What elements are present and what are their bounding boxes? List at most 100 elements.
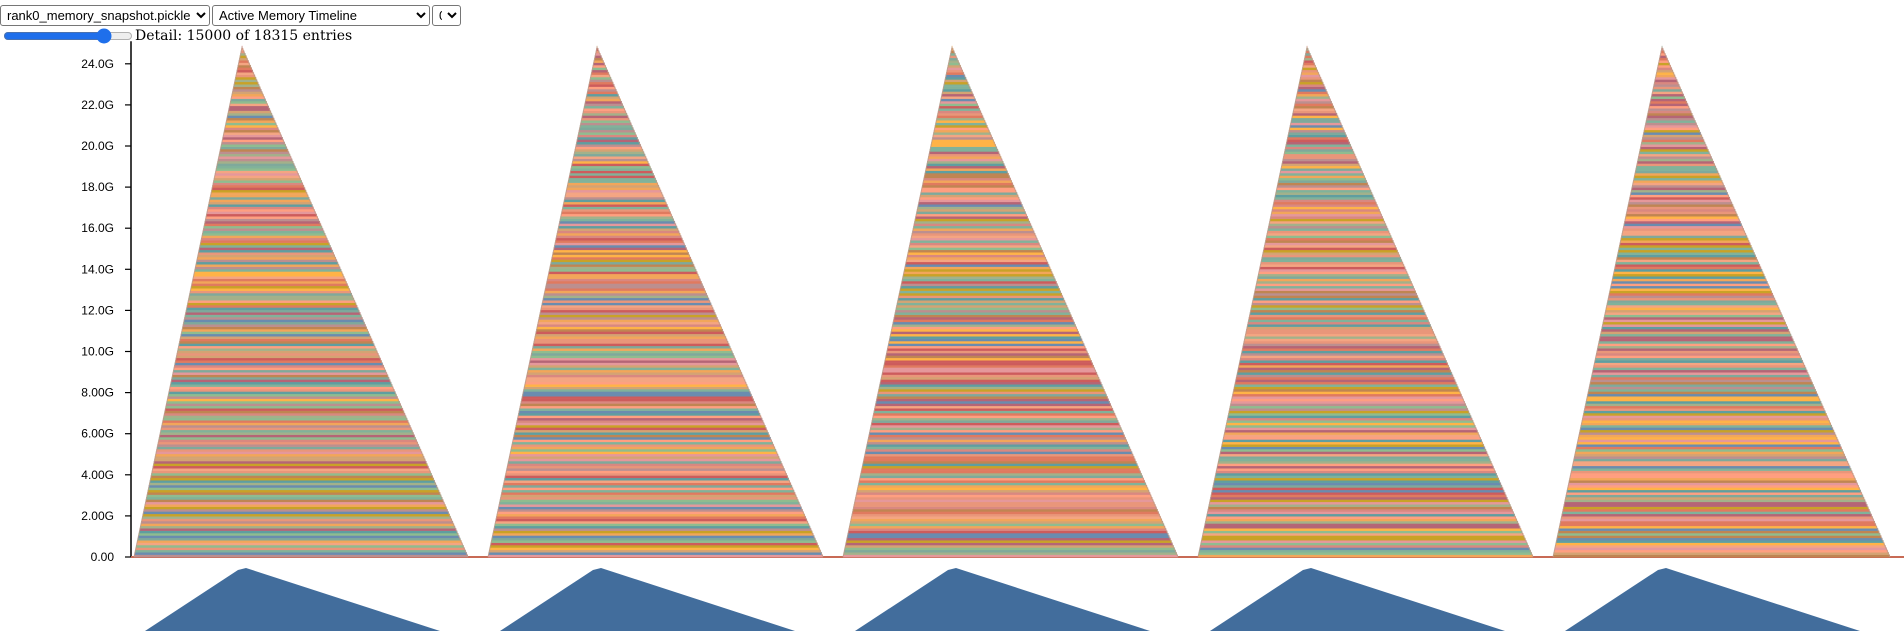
allocation-stripe[interactable]: [1625, 213, 1738, 217]
allocation-stripe[interactable]: [164, 413, 406, 416]
memory-peak[interactable]: [487, 45, 824, 558]
allocation-stripe[interactable]: [1242, 348, 1442, 351]
allocation-stripe[interactable]: [924, 175, 1010, 179]
allocation-stripe[interactable]: [927, 158, 1003, 162]
allocation-stripe[interactable]: [1221, 446, 1486, 450]
allocation-stripe[interactable]: [505, 470, 786, 474]
allocation-stripe[interactable]: [552, 254, 690, 258]
allocation-stripe[interactable]: [230, 98, 266, 102]
allocation-stripe[interactable]: [1590, 379, 1812, 383]
allocation-stripe[interactable]: [177, 350, 378, 354]
allocation-stripe[interactable]: [1293, 105, 1334, 109]
allocation-stripe[interactable]: [902, 276, 1055, 279]
allocation-stripe[interactable]: [173, 369, 387, 373]
allocation-stripe[interactable]: [491, 540, 817, 543]
allocation-stripe[interactable]: [546, 283, 703, 287]
allocation-stripe[interactable]: [508, 458, 781, 462]
allocation-stripe[interactable]: [1225, 425, 1476, 428]
allocation-stripe[interactable]: [216, 165, 296, 169]
allocation-stripe[interactable]: [526, 374, 744, 378]
allocation-stripe[interactable]: [1246, 326, 1432, 330]
allocation-stripe[interactable]: [211, 189, 307, 193]
allocation-stripe[interactable]: [1245, 333, 1436, 337]
allocation-stripe[interactable]: [190, 288, 350, 291]
allocation-stripe[interactable]: [1198, 554, 1533, 558]
allocation-stripe[interactable]: [556, 235, 682, 239]
minimap-peak[interactable]: [855, 568, 1150, 631]
allocation-stripe[interactable]: [553, 247, 687, 251]
allocation-stripe[interactable]: [1255, 285, 1414, 289]
allocation-stripe[interactable]: [1297, 89, 1327, 92]
allocation-stripe[interactable]: [897, 300, 1066, 303]
allocation-stripe[interactable]: [195, 264, 340, 267]
allocation-stripe[interactable]: [1624, 218, 1740, 222]
allocation-stripe[interactable]: [563, 199, 666, 203]
allocation-stripe[interactable]: [219, 149, 289, 152]
allocation-stripe[interactable]: [540, 309, 715, 313]
allocation-stripe[interactable]: [513, 437, 771, 440]
allocation-stripe[interactable]: [145, 499, 444, 503]
allocation-stripe[interactable]: [872, 415, 1117, 419]
allocation-stripe[interactable]: [1620, 240, 1750, 243]
allocation-stripe[interactable]: [1230, 401, 1465, 404]
allocation-stripe[interactable]: [922, 185, 1015, 188]
allocation-stripe[interactable]: [879, 384, 1103, 387]
allocation-stripe[interactable]: [167, 396, 398, 399]
allocation-stripe[interactable]: [175, 357, 381, 361]
allocation-stripe[interactable]: [533, 341, 729, 344]
allocation-stripe[interactable]: [143, 509, 448, 512]
allocation-stripe[interactable]: [535, 331, 725, 335]
allocation-stripe[interactable]: [1249, 314, 1427, 318]
allocation-stripe[interactable]: [1607, 300, 1777, 303]
allocation-stripe[interactable]: [1267, 230, 1390, 234]
allocation-stripe[interactable]: [1558, 528, 1879, 531]
allocation-stripe[interactable]: [491, 537, 816, 541]
allocation-stripe[interactable]: [897, 297, 1065, 301]
allocation-stripe[interactable]: [926, 163, 1005, 167]
allocation-stripe[interactable]: [935, 122, 987, 126]
allocation-stripe[interactable]: [548, 271, 698, 275]
allocation-stripe[interactable]: [1218, 458, 1491, 462]
allocation-stripe[interactable]: [1274, 197, 1375, 200]
allocation-stripe[interactable]: [1201, 540, 1527, 543]
allocation-stripe[interactable]: [900, 285, 1059, 289]
allocation-stripe[interactable]: [872, 417, 1118, 421]
allocation-stripe[interactable]: [575, 146, 643, 150]
allocation-stripe[interactable]: [490, 542, 818, 546]
allocation-stripe[interactable]: [1301, 72, 1320, 75]
allocation-stripe[interactable]: [930, 144, 997, 147]
allocation-stripe[interactable]: [1300, 77, 1322, 80]
allocation-stripe[interactable]: [555, 240, 684, 243]
allocation-stripe[interactable]: [1222, 441, 1483, 445]
allocation-stripe[interactable]: [1283, 153, 1356, 157]
allocation-stripe[interactable]: [220, 144, 287, 147]
allocation-stripe[interactable]: [901, 281, 1057, 284]
allocation-stripe[interactable]: [567, 182, 659, 186]
allocation-stripe[interactable]: [1202, 535, 1525, 539]
allocation-stripe[interactable]: [904, 266, 1051, 270]
allocation-stripe[interactable]: [496, 513, 805, 517]
allocation-stripe[interactable]: [1566, 492, 1863, 495]
allocation-stripe[interactable]: [1215, 470, 1496, 474]
allocation-stripe[interactable]: [1583, 413, 1827, 416]
allocation-stripe[interactable]: [1578, 437, 1838, 440]
allocation-stripe[interactable]: [1602, 321, 1786, 325]
allocation-stripe[interactable]: [592, 67, 607, 71]
allocation-stripe[interactable]: [1280, 170, 1363, 174]
allocation-stripe[interactable]: [1647, 113, 1693, 116]
allocation-stripe[interactable]: [898, 295, 1064, 299]
allocation-stripe[interactable]: [1573, 461, 1849, 464]
allocation-stripe[interactable]: [894, 314, 1072, 318]
allocation-stripe[interactable]: [1626, 209, 1736, 212]
allocation-stripe[interactable]: [1596, 353, 1800, 356]
allocation-stripe[interactable]: [1277, 182, 1369, 186]
allocation-stripe[interactable]: [1291, 115, 1339, 119]
allocation-stripe[interactable]: [548, 273, 699, 277]
allocation-stripe[interactable]: [208, 201, 312, 205]
allocation-stripe[interactable]: [1203, 530, 1523, 534]
allocation-stripe[interactable]: [135, 549, 466, 553]
allocation-stripe[interactable]: [937, 110, 982, 114]
allocation-stripe[interactable]: [1212, 487, 1504, 491]
allocation-stripe[interactable]: [1212, 485, 1503, 488]
allocation-stripe[interactable]: [1647, 110, 1692, 114]
